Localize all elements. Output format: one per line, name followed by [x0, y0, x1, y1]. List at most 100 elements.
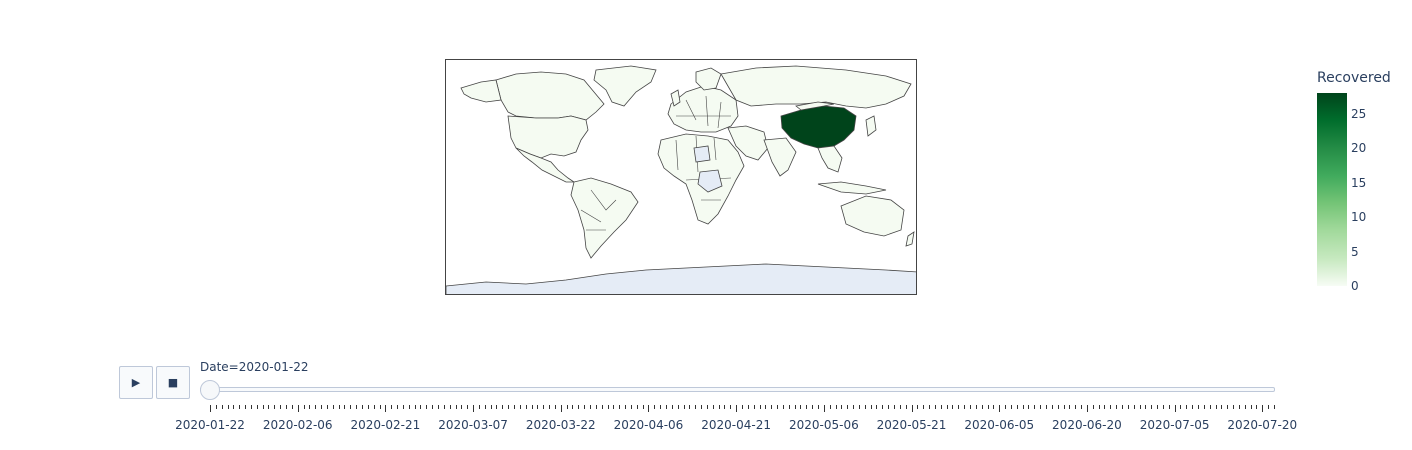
india[interactable]	[763, 137, 797, 177]
australia[interactable]	[840, 195, 905, 237]
slider-major-tick	[473, 405, 475, 412]
slider-minor-tick	[484, 405, 486, 409]
colorbar-tick: 25	[1351, 107, 1367, 121]
japan[interactable]	[865, 115, 877, 137]
slider-tick-label[interactable]: 2020-04-21	[701, 418, 772, 432]
slider-minor-tick	[549, 405, 551, 409]
slider-minor-tick	[742, 405, 743, 409]
slider-minor-tick	[1046, 405, 1047, 409]
slider-minor-tick	[250, 405, 252, 409]
slider-minor-tick	[1162, 405, 1164, 409]
slider-tick-label[interactable]: 2020-04-06	[613, 418, 684, 432]
slider-tick-label[interactable]: 2020-06-20	[1052, 418, 1122, 432]
slider-minor-tick	[286, 405, 287, 409]
slider-minor-tick	[777, 405, 779, 409]
mongolia[interactable]	[795, 101, 835, 111]
colorbar-tick: 5	[1351, 245, 1359, 259]
russia[interactable]	[720, 65, 912, 109]
slider-minor-tick	[1198, 405, 1199, 409]
south-america[interactable]	[570, 177, 639, 259]
scandinavia[interactable]	[695, 67, 722, 91]
united-kingdom[interactable]	[670, 89, 681, 107]
slider-minor-tick	[1098, 405, 1100, 409]
play-button[interactable]: ▶	[119, 366, 153, 399]
slider-minor-tick	[1268, 405, 1270, 409]
stop-button[interactable]: ■	[156, 366, 190, 399]
new-zealand[interactable]	[905, 231, 915, 247]
slider-minor-tick	[841, 405, 843, 409]
slider-minor-tick	[373, 405, 375, 409]
slider-minor-tick	[683, 405, 685, 409]
choropleth-map[interactable]	[445, 59, 917, 295]
slider-minor-tick	[478, 405, 480, 409]
slider-minor-tick	[818, 405, 819, 409]
slider-tick-label[interactable]: 2020-07-20	[1227, 418, 1298, 432]
slider-minor-tick	[391, 405, 393, 409]
slider-minor-tick	[794, 405, 796, 409]
slider-minor-tick	[829, 405, 831, 409]
slider-tick-label[interactable]: 2020-02-06	[262, 418, 333, 432]
slider-minor-tick	[461, 405, 463, 409]
indonesia[interactable]	[817, 181, 887, 195]
no-data-region-drc[interactable]	[697, 169, 723, 193]
slider-tick-label[interactable]: 2020-07-05	[1139, 418, 1210, 432]
alaska[interactable]	[460, 79, 502, 103]
slider-tick-label[interactable]: 2020-05-06	[788, 418, 859, 432]
slider-tick-label[interactable]: 2020-03-22	[525, 418, 596, 432]
slider-minor-tick	[344, 405, 346, 409]
canada[interactable]	[495, 71, 605, 121]
slider-minor-tick	[1221, 405, 1223, 409]
slider-minor-tick	[1233, 405, 1235, 409]
slider-minor-tick	[221, 405, 223, 409]
slider-minor-tick	[701, 405, 703, 409]
slider-tick-label[interactable]: 2020-05-21	[876, 418, 947, 432]
slider-handle[interactable]	[200, 380, 220, 400]
slider-major-tick	[560, 405, 562, 412]
slider-minor-tick	[1274, 405, 1275, 409]
slider-minor-tick	[414, 405, 416, 409]
slider-minor-tick	[613, 405, 615, 409]
slider-minor-tick	[537, 405, 539, 409]
slider-rail[interactable]	[200, 387, 1275, 392]
china[interactable]	[780, 105, 857, 149]
greenland[interactable]	[593, 65, 657, 107]
slider-minor-tick	[1151, 405, 1153, 409]
slider-minor-tick	[1250, 405, 1252, 409]
slider-minor-tick	[326, 405, 328, 409]
slider-minor-tick	[1034, 405, 1036, 409]
slider-tick-label[interactable]: 2020-03-07	[438, 418, 508, 432]
slider-minor-tick	[566, 405, 568, 409]
slider-minor-tick	[853, 405, 855, 409]
slider-minor-tick	[1168, 405, 1170, 409]
slider-minor-tick	[1081, 405, 1083, 409]
slider-minor-tick	[689, 405, 691, 409]
slider-minor-tick	[800, 405, 802, 409]
slider-minor-tick	[432, 405, 434, 409]
slider-tick-label[interactable]: 2020-01-22	[175, 418, 245, 432]
slider-minor-tick	[280, 405, 282, 409]
slider-tick-label[interactable]: 2020-06-05	[964, 418, 1035, 432]
no-data-region-chad[interactable]	[693, 145, 711, 163]
slider-minor-tick	[630, 405, 632, 409]
slider-minor-tick	[654, 405, 656, 409]
slider-minor-tick	[467, 405, 469, 409]
middle-east[interactable]	[727, 125, 769, 161]
slider-minor-tick	[724, 405, 726, 409]
slider-minor-tick	[905, 405, 907, 409]
slider-minor-tick	[899, 405, 901, 409]
antarctica[interactable]	[446, 263, 917, 295]
slider-minor-tick	[1104, 405, 1106, 409]
slider-tick-label[interactable]: 2020-02-21	[350, 418, 421, 432]
slider-minor-tick	[1133, 405, 1135, 409]
slider-major-tick	[1086, 405, 1088, 412]
colorbar-tick: 20	[1351, 141, 1367, 155]
slider-minor-tick	[262, 405, 264, 409]
slider-minor-tick	[975, 405, 977, 409]
slider-minor-tick	[1244, 405, 1246, 409]
stop-icon: ■	[167, 376, 179, 389]
slider-minor-tick	[1180, 405, 1182, 409]
southeast-asia[interactable]	[817, 145, 843, 173]
slider-minor-tick	[917, 405, 919, 409]
world-map	[446, 65, 917, 295]
slider-minor-tick	[268, 405, 270, 409]
